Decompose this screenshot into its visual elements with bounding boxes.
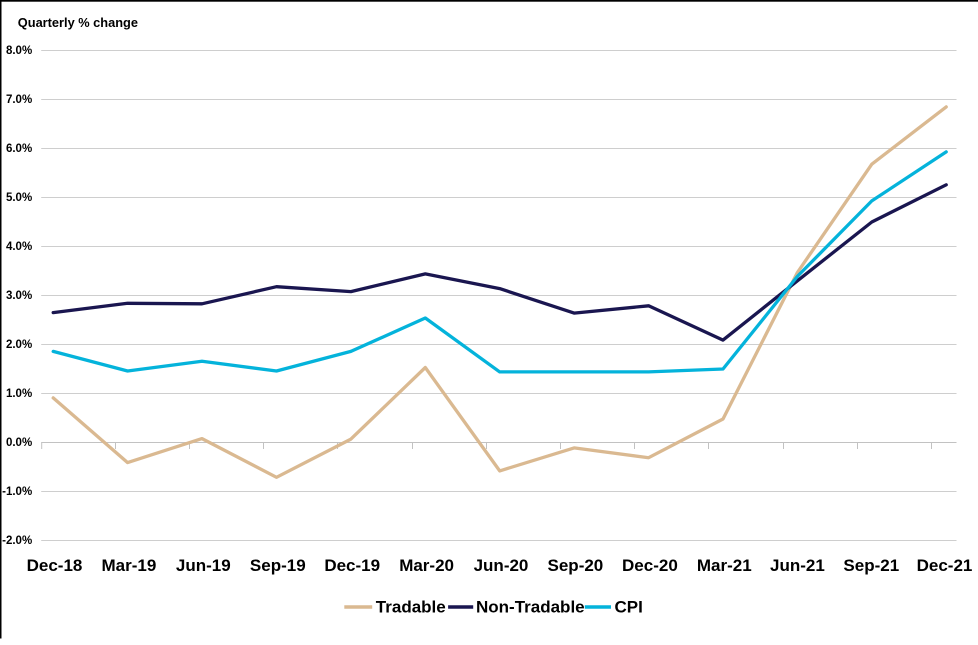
- svg-text:8.0%: 8.0%: [6, 45, 32, 57]
- svg-text:Mar-21: Mar-21: [697, 556, 752, 575]
- svg-text:6.0%: 6.0%: [6, 143, 32, 155]
- svg-text:2.0%: 2.0%: [6, 339, 32, 351]
- svg-text:5.0%: 5.0%: [6, 192, 32, 204]
- svg-text:3.0%: 3.0%: [6, 290, 32, 302]
- svg-text:1.0%: 1.0%: [6, 388, 32, 400]
- svg-text:Dec-19: Dec-19: [324, 556, 380, 575]
- svg-text:Dec-20: Dec-20: [622, 556, 678, 575]
- svg-text:Sep-19: Sep-19: [250, 556, 306, 575]
- svg-text:Dec-18: Dec-18: [27, 556, 83, 575]
- svg-text:Jun-19: Jun-19: [176, 556, 231, 575]
- svg-text:Dec-21: Dec-21: [917, 556, 973, 575]
- svg-text:Mar-19: Mar-19: [101, 556, 156, 575]
- svg-text:CPI: CPI: [615, 598, 643, 617]
- svg-text:4.0%: 4.0%: [6, 241, 32, 253]
- svg-text:-1.0%: -1.0%: [2, 486, 32, 498]
- svg-text:Non-Tradable: Non-Tradable: [476, 598, 585, 617]
- svg-text:Jun-21: Jun-21: [770, 556, 825, 575]
- svg-text:Quarterly % change: Quarterly % change: [18, 15, 138, 30]
- svg-text:Jun-20: Jun-20: [474, 556, 529, 575]
- svg-text:0.0%: 0.0%: [6, 437, 32, 449]
- svg-text:Sep-21: Sep-21: [843, 556, 899, 575]
- svg-text:Tradable: Tradable: [376, 598, 446, 617]
- svg-text:Sep-20: Sep-20: [548, 556, 604, 575]
- svg-text:-2.0%: -2.0%: [2, 535, 32, 547]
- svg-text:7.0%: 7.0%: [6, 94, 32, 106]
- svg-text:Mar-20: Mar-20: [399, 556, 454, 575]
